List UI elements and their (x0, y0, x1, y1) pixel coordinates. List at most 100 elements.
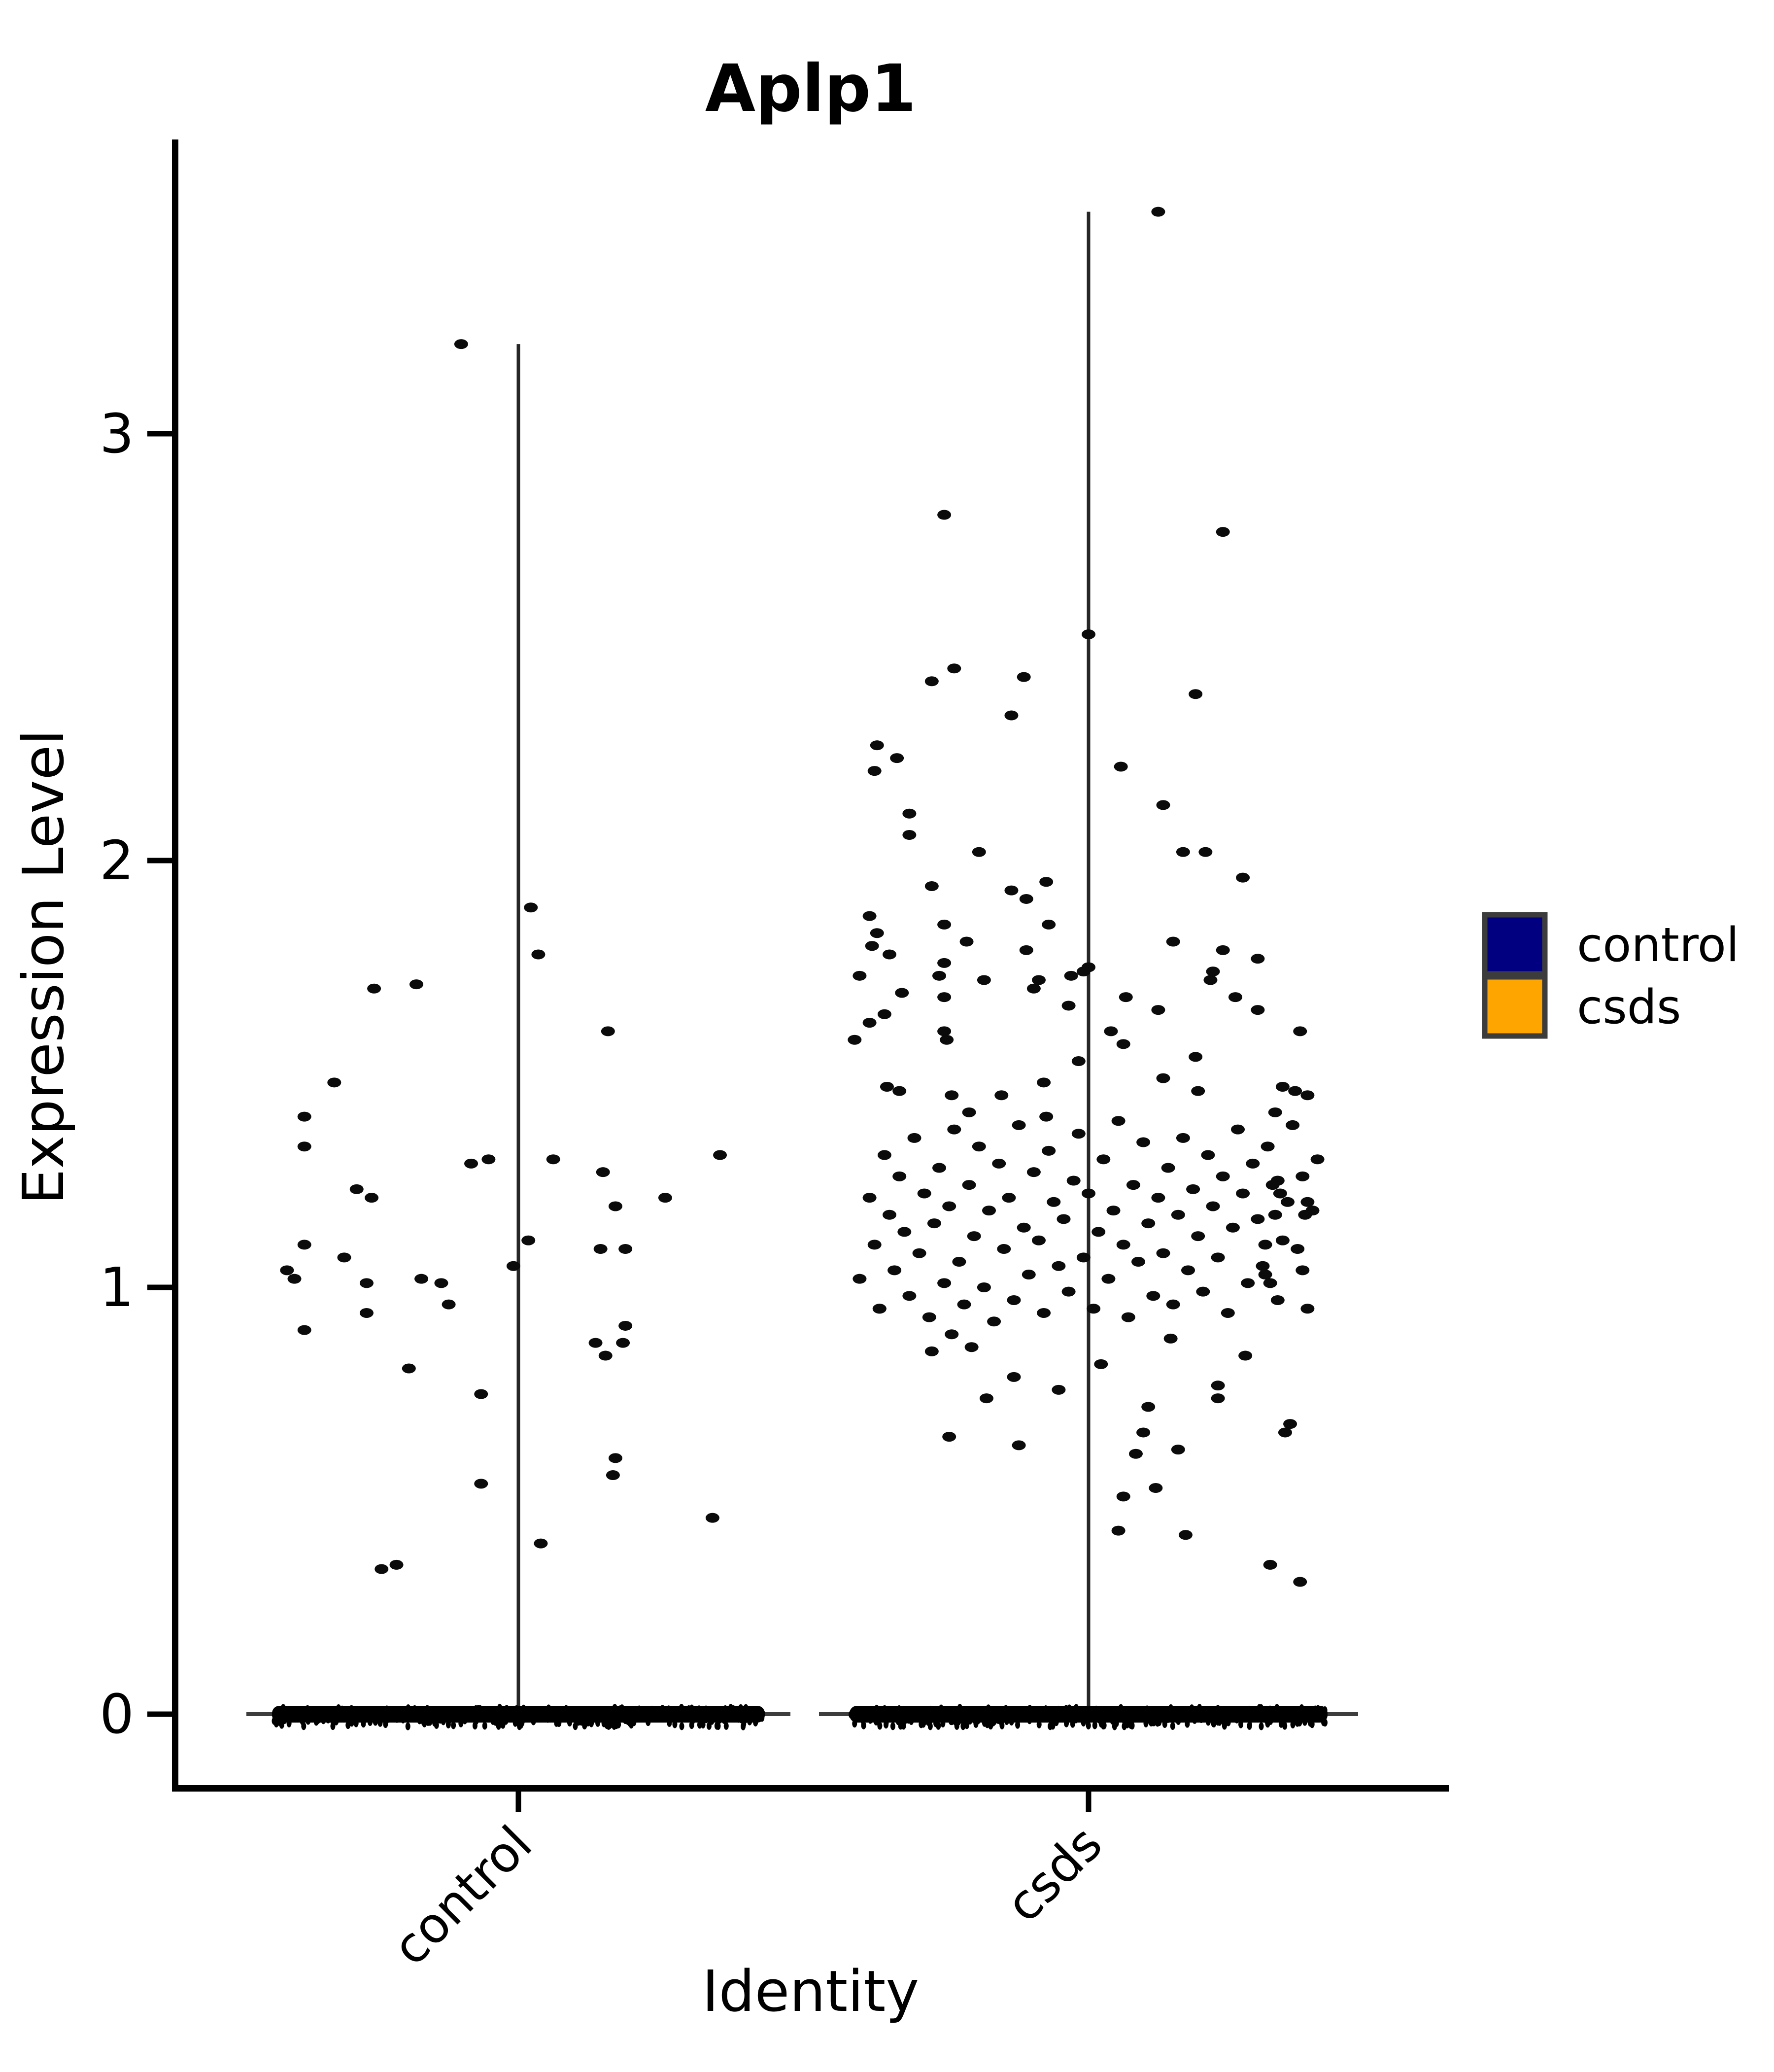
zero-point (406, 1704, 411, 1713)
data-point (297, 1141, 311, 1152)
data-point (892, 1171, 907, 1181)
data-point (1149, 1483, 1163, 1493)
zero-point (716, 1716, 722, 1724)
zero-point (1157, 1718, 1162, 1727)
zero-point (1126, 1709, 1132, 1718)
data-point (1221, 1308, 1235, 1318)
data-point (1216, 1171, 1230, 1181)
data-point (945, 1329, 959, 1340)
zero-point (412, 1705, 417, 1713)
data-point (952, 1257, 966, 1267)
zero-point (660, 1708, 666, 1716)
data-point (367, 983, 381, 994)
zero-point (884, 1719, 889, 1727)
data-point (297, 1325, 311, 1335)
data-point (957, 1299, 971, 1310)
zero-point (990, 1712, 995, 1720)
data-point (1241, 1278, 1255, 1288)
zero-point (703, 1715, 709, 1724)
zero-point (438, 1716, 443, 1724)
series-layer (246, 207, 1358, 1730)
zero-point (417, 1716, 422, 1725)
zero-point (667, 1719, 672, 1727)
data-point (932, 970, 946, 981)
data-point (1181, 1265, 1195, 1276)
zero-point (708, 1709, 713, 1717)
zero-point (1265, 1720, 1270, 1728)
data-point (1101, 1274, 1116, 1284)
data-point (942, 1201, 956, 1211)
data-point (1261, 1141, 1275, 1152)
zero-point (933, 1719, 939, 1727)
zero-point (531, 1717, 536, 1726)
zero-point (285, 1713, 291, 1722)
zero-point (545, 1715, 550, 1723)
data-point (1211, 1381, 1225, 1391)
data-point (892, 1086, 907, 1096)
zero-point (1173, 1711, 1179, 1719)
data-point (912, 1248, 926, 1258)
data-point (937, 1278, 952, 1288)
zero-point (849, 1710, 854, 1719)
zero-point (603, 1715, 609, 1724)
zero-point (1027, 1705, 1032, 1713)
data-point (1211, 1252, 1225, 1263)
zero-point (691, 1714, 696, 1722)
data-point (917, 1188, 931, 1199)
zero-point (627, 1709, 632, 1718)
data-point (967, 1231, 981, 1242)
data-point (1019, 945, 1033, 955)
y-tick-label-3: 3 (100, 402, 134, 465)
data-point (521, 1235, 536, 1245)
data-point (1196, 1286, 1210, 1297)
data-point (1178, 1530, 1193, 1540)
zero-point (1122, 1722, 1127, 1730)
data-point (924, 676, 939, 687)
data-point (474, 1479, 488, 1489)
data-point (1151, 1193, 1165, 1203)
zero-point (1054, 1710, 1059, 1718)
zero-point (584, 1707, 589, 1716)
zero-point (933, 1709, 939, 1717)
data-point (713, 1150, 727, 1160)
data-point (962, 1107, 976, 1117)
data-point (1273, 1188, 1287, 1199)
data-point (1293, 1577, 1307, 1587)
zero-point (1299, 1704, 1304, 1712)
zero-point (384, 1705, 390, 1714)
data-point (593, 1244, 608, 1254)
zero-point (330, 1722, 336, 1730)
data-point (1017, 672, 1031, 682)
zero-point (1086, 1721, 1091, 1729)
data-point (1189, 689, 1203, 699)
data-point (937, 919, 952, 930)
zero-point (555, 1706, 561, 1715)
data-point (297, 1240, 311, 1250)
data-point (848, 1035, 862, 1045)
data-point (414, 1274, 429, 1284)
data-point (1283, 1419, 1297, 1429)
data-point (947, 663, 961, 674)
data-point (1141, 1218, 1156, 1229)
zero-point (482, 1722, 487, 1730)
data-point (1096, 1154, 1111, 1165)
zero-point (957, 1704, 962, 1712)
zero-point (366, 1706, 371, 1714)
zero-point (960, 1718, 966, 1727)
zero-point (377, 1719, 383, 1727)
data-point (972, 847, 986, 857)
data-point (1251, 1005, 1265, 1015)
data-point (1146, 1291, 1160, 1301)
zero-point (456, 1713, 461, 1722)
zero-point (1222, 1720, 1228, 1728)
data-point (1293, 1026, 1307, 1036)
data-point (907, 1133, 921, 1143)
zero-point (612, 1704, 617, 1712)
data-point (987, 1316, 1001, 1327)
zero-point (974, 1709, 980, 1717)
zero-point (1108, 1709, 1114, 1718)
data-point (606, 1470, 620, 1481)
y-axis: 0 1 2 3 Expression Level (11, 139, 178, 1791)
zero-point (574, 1716, 579, 1725)
